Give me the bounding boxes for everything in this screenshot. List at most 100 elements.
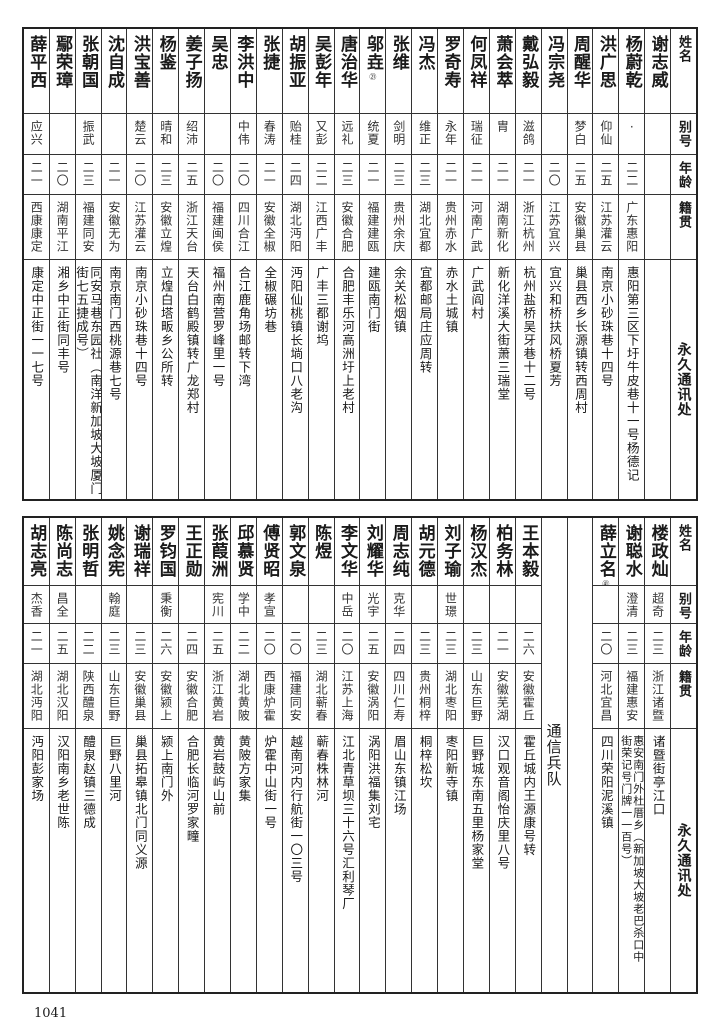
age-cell: 二三	[438, 624, 463, 664]
person-name: 冯杰	[414, 35, 435, 71]
alias-cell	[127, 586, 153, 624]
person-origin: 山东巨野	[106, 670, 121, 722]
age-cell: 二五	[593, 155, 619, 195]
person-alias: 学中	[236, 592, 251, 618]
person-column: 鄢荣璋 二〇 湖南平江 湘乡中正街同丰号	[48, 29, 75, 499]
person-column: 张明哲 二二 陕西醴泉 醴泉赵镇三德成	[74, 518, 101, 992]
person-address: 杭州盐桥吴牙巷十二号	[521, 266, 537, 401]
header-alias: 别号	[671, 586, 696, 624]
name-cell: 罗奇寿	[438, 29, 463, 114]
origin-cell: 陕西醴泉	[75, 664, 101, 729]
age-cell: 二一	[360, 155, 386, 195]
person-age: 二三	[132, 630, 147, 656]
person-column: 张捷 春涛 二一 安徽全椒 全椒碾坊巷	[255, 29, 282, 499]
person-age: 二五	[55, 630, 70, 656]
origin-cell: 江西广丰	[308, 195, 334, 260]
person-alias: 振武	[81, 120, 96, 146]
person-age: 二三	[339, 161, 354, 187]
name-cell: 谢瑞祥	[127, 518, 153, 586]
alias-cell	[541, 114, 567, 155]
age-cell: 二一	[515, 155, 541, 195]
address-cell: 杭州盐桥吴牙巷十二号	[516, 260, 541, 499]
origin-cell: 福建同安	[75, 195, 101, 260]
header-alias: 别号	[671, 114, 696, 155]
alias-cell: 学中	[230, 586, 256, 624]
header-address-label: 永久通讯处	[675, 342, 692, 417]
person-name: 王正勋	[181, 524, 202, 578]
person-alias: 春涛	[262, 120, 277, 146]
person-age: 二〇	[210, 161, 225, 187]
origin-cell: 江苏灌云	[127, 195, 153, 260]
person-name: 邱慕贤	[233, 524, 254, 578]
person-address: 合江鹿角场邮转下湾	[236, 266, 252, 388]
person-column: 周志纯 克华 二四 四川仁寿 眉山东镇江场	[385, 518, 412, 992]
name-cell: 陈尚志	[49, 518, 75, 586]
name-cell: 李洪中	[230, 29, 256, 114]
person-address: 桐梓松坎	[417, 735, 433, 789]
name-cell: 胡振亚	[282, 29, 308, 114]
person-address: 巢县拓皋镇北门同义源	[132, 735, 148, 870]
person-column: 胡志亮 杰香 二一 湖北沔阳 沔阳彭家场	[23, 518, 49, 992]
person-address: 惠安南门外杜厝乡（新加坡大坡老巴杀口中街荣记号门牌一一百号）	[619, 735, 645, 963]
person-address: 涡阳洪福集刘宅	[365, 735, 381, 830]
person-origin: 安徽涡阳	[365, 670, 380, 722]
person-column: 胡振亚 贻桂 二四 湖北沔阳 沔阳仙桃镇长埫口八老沟	[281, 29, 308, 499]
person-name: 张葭洲	[207, 524, 228, 578]
origin-cell: 西康炉霍	[256, 664, 282, 729]
origin-cell: 安徽颍上	[153, 664, 179, 729]
person-column: 谢瑞祥二三安徽巢县巢县拓皋镇北门同义源	[126, 518, 153, 992]
address-cell: 巢县拓皋镇北门同义源	[127, 729, 152, 992]
person-address: 江北青草坝三十六号汇利琴厂	[339, 735, 355, 911]
person-name: 张捷	[259, 35, 280, 71]
person-age: 二二	[624, 161, 639, 187]
origin-cell	[645, 195, 671, 260]
person-name: 胡元德	[414, 524, 435, 578]
origin-cell: 四川仁寿	[386, 664, 412, 729]
person-age: 二二	[314, 161, 329, 187]
person-age: 二三	[443, 630, 458, 656]
person-address: 同安马巷东园社（南洋新加坡大坡厦门街七五捷成号）	[75, 266, 101, 496]
alias-cell	[593, 586, 619, 624]
header-address-label: 永久通讯处	[675, 823, 692, 898]
address-cell: 巨野八里河	[102, 729, 127, 992]
person-column: 陈尚志 昌全 二五 湖北汉阳 汉阳南乡老世陈	[48, 518, 75, 992]
person-age: 二一	[106, 161, 121, 187]
person-alias: 光宇	[365, 592, 380, 618]
person-age: 二〇	[598, 630, 613, 656]
age-cell: 二一	[438, 155, 463, 195]
alias-cell: 中伟	[230, 114, 256, 155]
header-name-label: 姓名	[676, 524, 692, 552]
person-name: 邬垚	[362, 35, 383, 71]
person-column: 唐治华 远礼 二三 安徽合肥 合肥丰乐河高洲圩上老村	[333, 29, 360, 499]
person-alias: ·	[624, 120, 639, 135]
age-cell: 二四	[179, 624, 205, 664]
person-origin: 安徽巢县	[132, 670, 147, 722]
person-address: 汉阳南乡老世陈	[55, 735, 71, 830]
origin-cell: 河南广武	[463, 195, 489, 260]
name-cell: 吴忠	[205, 29, 230, 114]
name-cell: 谢聪水	[619, 518, 645, 586]
origin-cell: 浙江诸暨	[645, 664, 671, 729]
person-age: 二一	[521, 161, 536, 187]
person-origin: 安徽合肥	[339, 201, 354, 253]
alias-cell	[412, 586, 438, 624]
name-cell: 洪广思	[593, 29, 619, 114]
person-origin: 西康康定	[29, 201, 44, 253]
section-column: 通信兵队	[540, 518, 567, 992]
person-age: 二五	[572, 161, 587, 187]
person-address: 余关松烟镇	[391, 266, 407, 334]
alias-cell: 澄清	[619, 586, 645, 624]
origin-cell: 贵州赤水	[438, 195, 463, 260]
address-cell: 全椒碾坊巷	[257, 260, 282, 499]
address-cell: 沔阳仙桃镇长埫口八老沟	[283, 260, 308, 499]
address-cell: 霍丘城内王源康号转	[516, 729, 541, 992]
person-name: 杨蔚乾	[621, 35, 642, 89]
origin-cell: 广东惠阳	[619, 195, 645, 260]
age-cell: 二〇	[282, 624, 308, 664]
person-origin: 安徽巢县	[572, 201, 587, 253]
roster-table-bottom: 姓名 别号 年龄 籍贯 永久通讯处 楼政灿 超奇 二三 浙江诸暨 诸暨街亭江口 谢聪水 澄清 二三 福建惠…	[22, 516, 698, 994]
person-age: 二一	[262, 161, 277, 187]
alias-cell: 孝宣	[256, 586, 282, 624]
header-address: 永久通讯处	[671, 260, 696, 499]
name-cell: 周醒华	[567, 29, 593, 114]
